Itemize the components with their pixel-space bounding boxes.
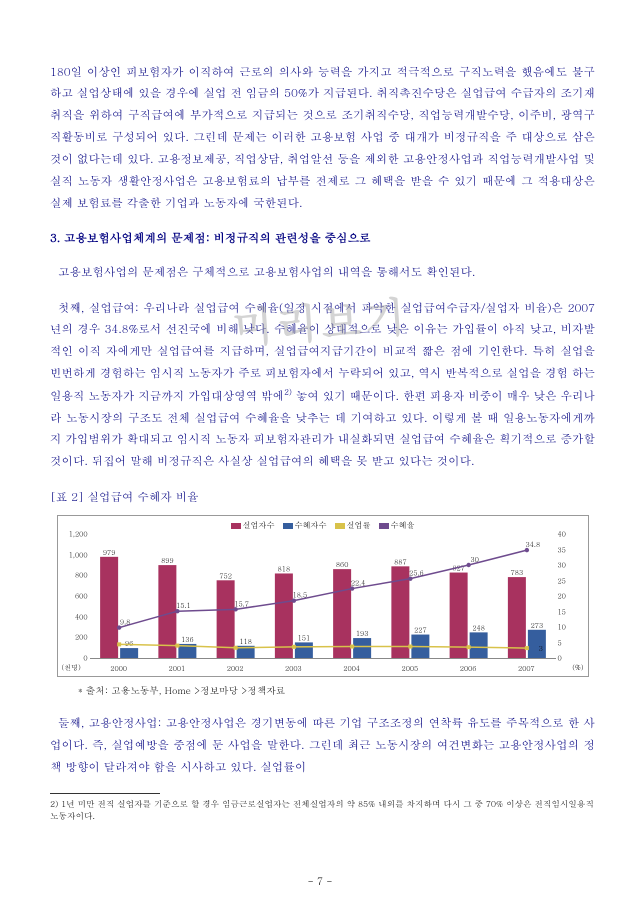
svg-text:193: 193 [355,628,368,638]
svg-text:15.1: 15.1 [176,600,191,610]
svg-text:752: 752 [219,570,232,580]
svg-text:248: 248 [472,622,485,632]
chart-plot: 9799689913675211881815186019388722782724… [90,534,556,659]
svg-text:899: 899 [161,555,174,565]
svg-text:3: 3 [538,643,542,653]
axis-left: 02004006008001,0001,200 [60,534,88,658]
chart: 실업자수 수혜자수 실업률 수혜율 02004006008001,0001,20… [57,515,589,677]
svg-text:118: 118 [239,636,252,646]
paragraph-3: 둘째, 고용안정사업: 고용안정사업은 경기변동에 따른 기업 구조조정의 연착… [50,713,595,779]
svg-text:25.6: 25.6 [409,568,424,578]
svg-text:979: 979 [102,547,115,557]
svg-text:15.7: 15.7 [234,598,249,608]
legend-bar2: 수혜자수 [295,518,327,533]
unit-left: (천명) [62,661,81,674]
svg-text:818: 818 [277,563,290,573]
svg-text:227: 227 [414,625,427,635]
paragraph-2a: 고용보험사업의 문제점은 구체적으로 고용보험사업의 내역을 통해서도 확인된다… [50,262,595,284]
svg-text:18.5: 18.5 [292,590,307,600]
page-number: - 7 - [0,872,640,891]
legend-bar1: 실업자수 [243,518,275,533]
svg-text:783: 783 [510,567,523,577]
chart-title: [표 2] 실업급여 수혜자 비율 [50,487,595,509]
svg-text:136: 136 [181,634,194,644]
svg-text:22.4: 22.4 [350,578,365,588]
chart-source: * 출처: 고용노동부, Home >정보마당 >정책자료 [78,681,595,699]
chart-legend: 실업자수 수혜자수 실업률 수혜율 [58,518,588,533]
svg-text:151: 151 [297,632,310,642]
footnote-text: 2) 1년 미만 전직 실업자를 기준으로 할 경우 임금근로실업자는 전체실업… [50,798,595,823]
svg-text:30: 30 [470,554,478,564]
svg-text:96: 96 [124,638,132,648]
section-heading: 3. 고용보험사업체계의 문제점: 비정규직의 관련성을 중심으로 [50,228,595,250]
page-content: 180일 이상인 피보험자가 이직하여 근로의 의사와 능력을 가지고 적극적으… [0,0,640,852]
svg-text:9.8: 9.8 [119,617,129,627]
svg-text:34.8: 34.8 [525,539,540,549]
svg-text:860: 860 [335,559,348,569]
footnote-marker: 2) [284,387,292,398]
legend-line1: 실업률 [347,518,371,533]
footnote-separator [50,793,160,794]
axis-right: 0510152025303540 [558,534,586,658]
paragraph-1: 180일 이상인 피보험자가 이직하여 근로의 의사와 능력을 가지고 적극적으… [50,62,595,215]
svg-text:273: 273 [530,620,543,630]
paragraph-2b: 첫째, 실업급여: 우리나라 실업급여 수혜율(일정 시점에서 파악한 실업급여… [50,298,595,474]
legend-line2: 수혜율 [391,518,415,533]
axis-x: 20002001200220032004200520062007 [90,662,556,674]
svg-text:887: 887 [394,556,407,566]
unit-right: (%) [572,661,583,674]
